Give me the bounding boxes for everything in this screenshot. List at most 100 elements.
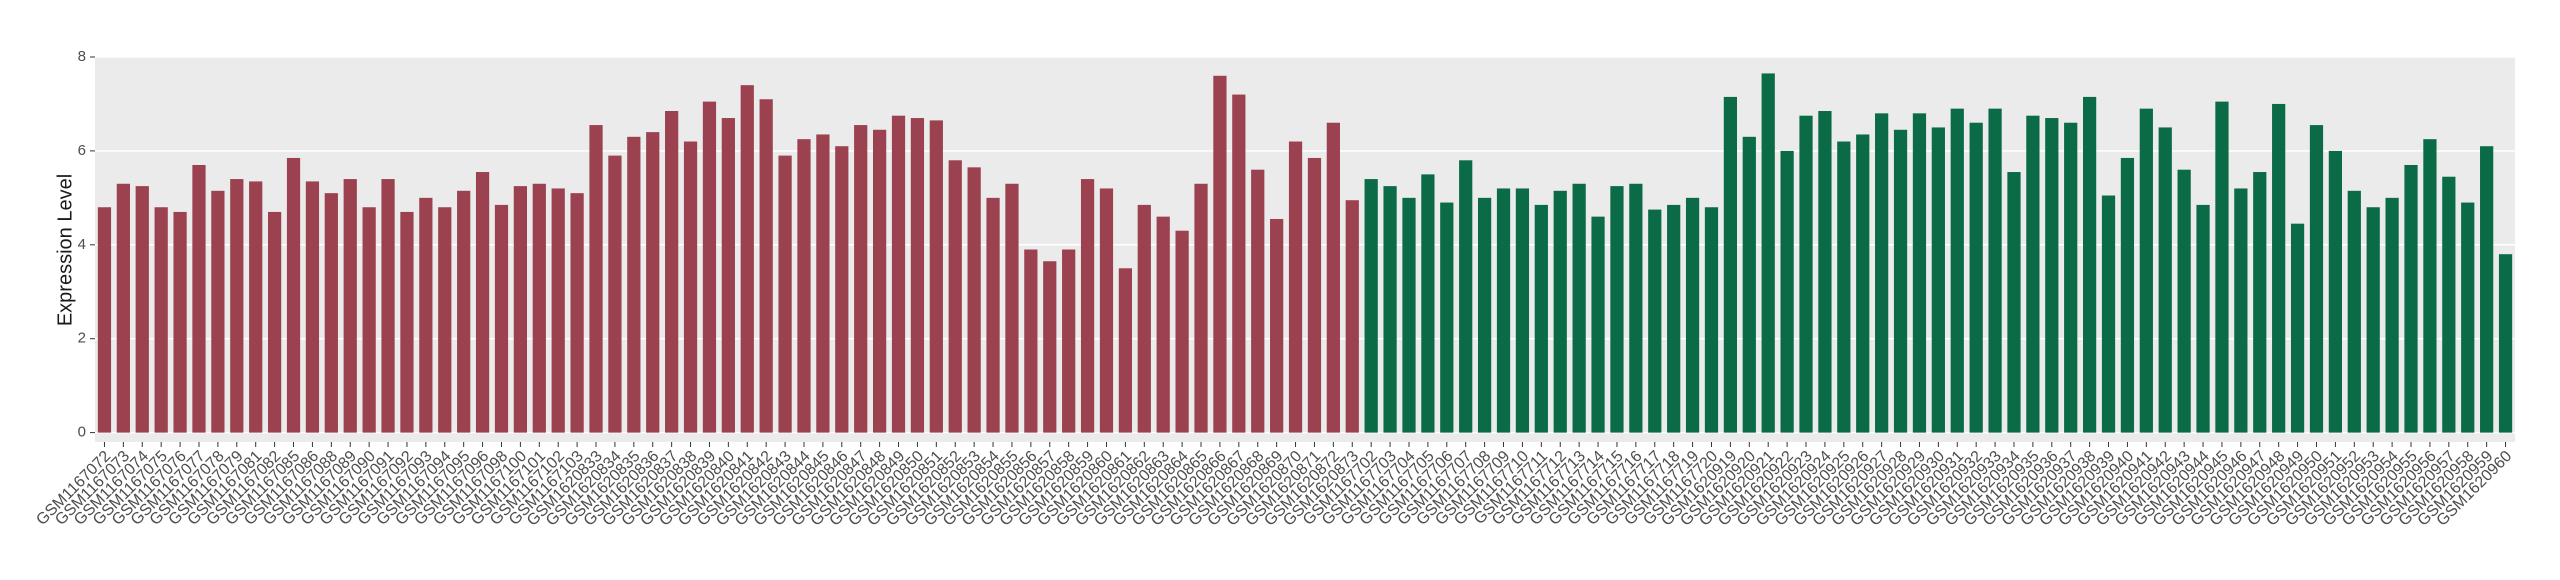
bar <box>2064 122 2078 433</box>
bar <box>627 136 641 433</box>
bar <box>475 172 490 433</box>
bar <box>1893 129 1908 433</box>
bar <box>400 211 414 433</box>
bar <box>1402 197 1416 433</box>
y-tick-label: 0 <box>78 424 86 441</box>
bar <box>532 183 546 433</box>
bar <box>2253 172 2267 433</box>
bar <box>1742 136 1756 433</box>
y-axis-title: Expression Level <box>54 174 76 326</box>
bar <box>2461 202 2475 433</box>
bar <box>1307 157 1322 433</box>
bar <box>1496 188 1511 433</box>
bar <box>1477 197 1492 433</box>
bar <box>986 197 1000 433</box>
bar <box>2404 164 2418 433</box>
bar <box>1780 150 1794 433</box>
bar <box>2498 254 2513 433</box>
bar <box>2215 101 2229 433</box>
bar <box>494 204 509 433</box>
bar <box>1043 261 1057 433</box>
bar <box>173 211 187 433</box>
bar <box>1912 113 1927 433</box>
bar <box>948 160 962 433</box>
bar <box>1326 122 1340 433</box>
bar <box>286 157 301 433</box>
bar <box>646 132 660 433</box>
bar <box>778 155 792 433</box>
bar <box>816 134 830 433</box>
bar <box>267 211 282 433</box>
y-tick-label: 4 <box>78 236 86 253</box>
bar <box>1818 110 1832 433</box>
bar <box>589 125 603 433</box>
bar <box>2101 195 2116 433</box>
bar <box>872 129 887 433</box>
bar <box>2196 204 2210 433</box>
bar <box>702 101 717 433</box>
bar <box>1704 207 1719 433</box>
bar <box>513 186 528 433</box>
bar <box>1988 108 2002 433</box>
bar <box>683 141 698 433</box>
bar <box>1440 202 1454 433</box>
bar <box>211 190 225 433</box>
bar <box>1364 179 1378 433</box>
bar <box>1667 204 1681 433</box>
bar <box>608 155 622 433</box>
bar <box>891 115 906 433</box>
bar <box>419 197 433 433</box>
bar <box>1137 204 1151 433</box>
bar <box>305 181 320 433</box>
bar <box>135 186 149 433</box>
bar <box>1856 134 1870 433</box>
bar <box>343 179 357 433</box>
bar <box>1837 141 1851 433</box>
bar <box>1251 169 1265 433</box>
bar <box>1024 249 1038 433</box>
bar <box>2082 96 2097 433</box>
bar <box>835 146 849 433</box>
bar <box>1629 183 1643 433</box>
bar <box>1610 186 1624 433</box>
bar <box>1118 268 1133 433</box>
bar <box>797 139 811 433</box>
bar <box>1270 218 1284 433</box>
bar <box>97 207 112 433</box>
bar <box>1534 204 1548 433</box>
bar <box>2309 125 2324 433</box>
bar <box>1572 183 1586 433</box>
bar <box>1969 122 1983 433</box>
bar <box>1080 179 1095 433</box>
bar <box>2480 146 2494 433</box>
bar <box>381 179 395 433</box>
bar <box>457 190 471 433</box>
bar <box>2139 108 2153 433</box>
bar <box>1685 197 1700 433</box>
bar <box>1175 230 1189 433</box>
bar <box>2026 115 2040 433</box>
bar <box>438 207 452 433</box>
bar <box>1345 200 1359 433</box>
bar <box>2272 103 2286 433</box>
bar <box>929 120 943 433</box>
bar <box>2234 188 2248 433</box>
bar <box>1421 174 1435 433</box>
bar <box>1648 209 1662 433</box>
bar <box>1194 183 1208 433</box>
bar <box>1213 75 1227 433</box>
bar <box>324 193 338 433</box>
bar <box>2045 118 2059 433</box>
bar <box>1553 190 1567 433</box>
bar <box>1062 249 1076 433</box>
bar <box>2290 223 2305 433</box>
bar <box>551 188 565 433</box>
bar <box>1156 216 1170 433</box>
bar <box>2007 172 2021 433</box>
bar <box>2158 127 2172 433</box>
bar <box>1799 115 1813 433</box>
bar <box>1761 73 1775 433</box>
bar <box>1875 113 1889 433</box>
bar <box>2385 197 2399 433</box>
